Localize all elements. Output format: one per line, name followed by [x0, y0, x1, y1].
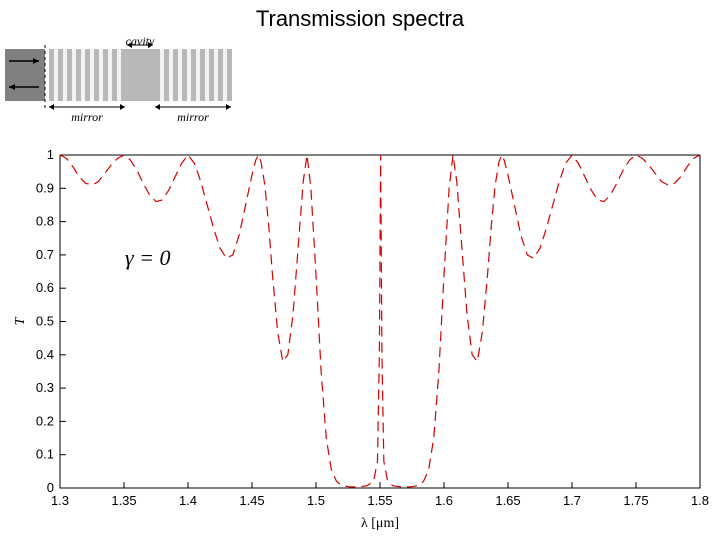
svg-text:1.3: 1.3 [51, 493, 69, 508]
svg-text:1.5: 1.5 [307, 493, 325, 508]
svg-text:0.5: 0.5 [36, 314, 54, 329]
svg-text:T: T [13, 316, 28, 325]
svg-text:1.6: 1.6 [435, 493, 453, 508]
svg-text:0.4: 0.4 [36, 347, 54, 362]
svg-text:0.2: 0.2 [36, 413, 54, 428]
svg-text:1.55: 1.55 [367, 493, 392, 508]
transmission-chart: 1.3 1.35 1.4 1.45 1.5 1.55 1.6 1.65 1.7 1.75 1.8 0 0… [10, 145, 710, 538]
svg-text:0.1: 0.1 [36, 447, 54, 462]
svg-text:1.35: 1.35 [111, 493, 136, 508]
svg-text:1: 1 [47, 147, 54, 162]
svg-text:0.8: 0.8 [36, 214, 54, 229]
svg-text:0.9: 0.9 [36, 180, 54, 195]
svg-text:1.7: 1.7 [563, 493, 581, 508]
mirror-cavity-diagram: cavitymirrormirror [5, 35, 240, 130]
page-title: Transmission spectra [256, 6, 464, 32]
svg-text:1.8: 1.8 [691, 493, 709, 508]
svg-text:0: 0 [47, 480, 54, 495]
svg-text:1.4: 1.4 [179, 493, 197, 508]
svg-text:0.6: 0.6 [36, 280, 54, 295]
svg-text:1.75: 1.75 [623, 493, 648, 508]
svg-text:mirror: mirror [177, 110, 209, 124]
svg-text:mirror: mirror [71, 110, 103, 124]
svg-text:1.65: 1.65 [495, 493, 520, 508]
svg-text:λ [μm]: λ [μm] [361, 516, 399, 531]
svg-text:0.7: 0.7 [36, 247, 54, 262]
svg-text:1.45: 1.45 [239, 493, 264, 508]
svg-text:0.3: 0.3 [36, 380, 54, 395]
gamma-annotation: γ = 0 [125, 245, 171, 271]
